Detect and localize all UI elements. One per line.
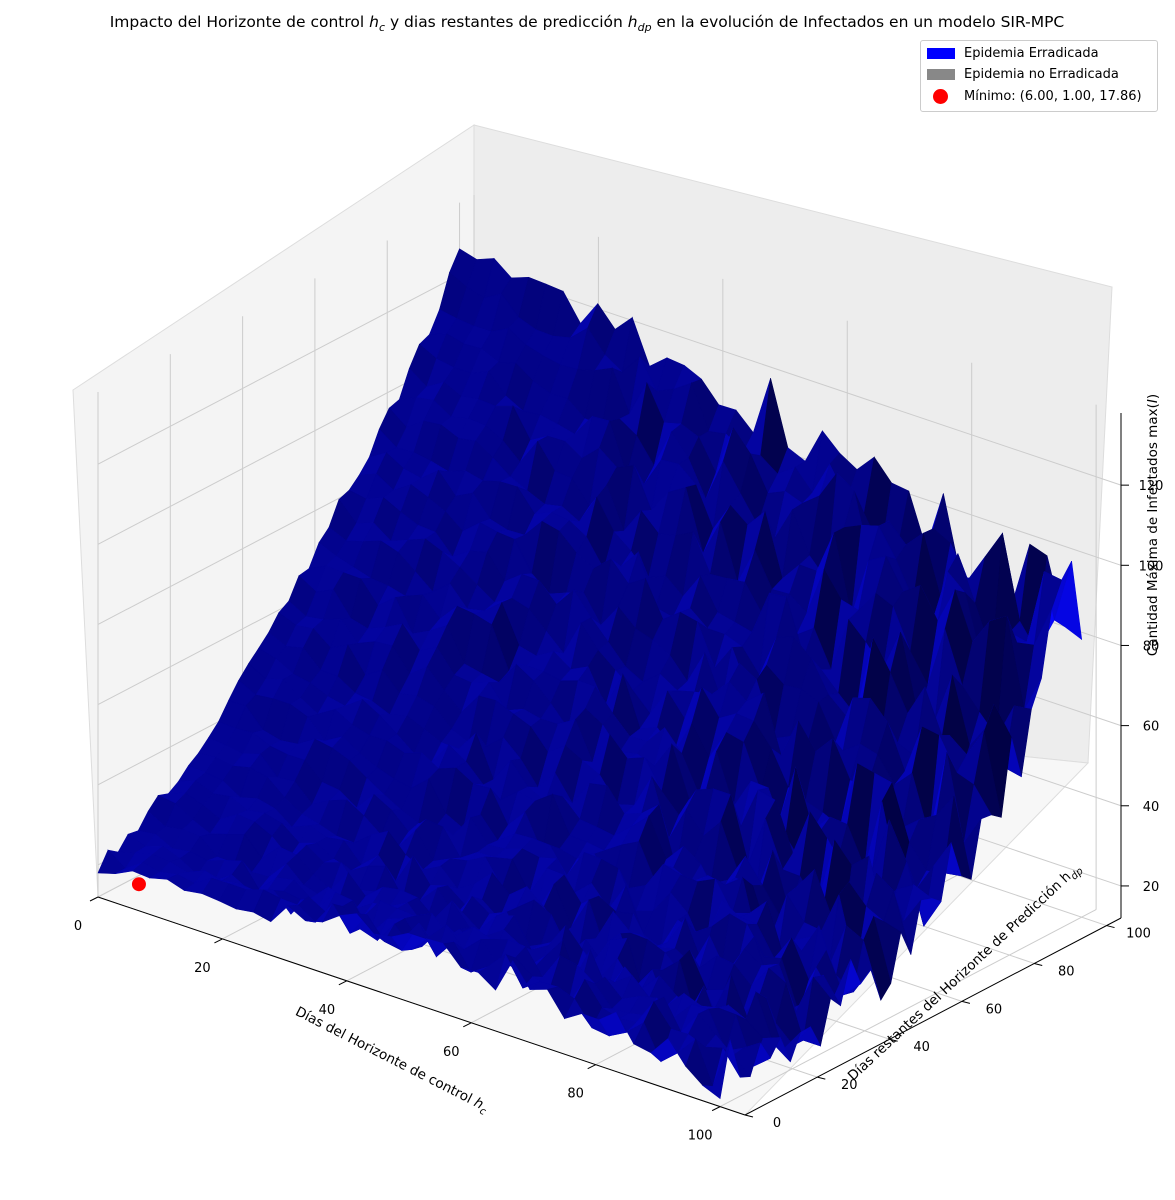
- grid-x-floor: [719, 909, 1097, 1108]
- z-tick-label: 100: [1139, 559, 1164, 574]
- x-tick-label: 60: [443, 1045, 460, 1060]
- minimum-marker: [131, 877, 146, 892]
- z-axis-label-var: I: [1145, 399, 1161, 403]
- z-tick-label: 60: [1143, 720, 1160, 735]
- x-tick-mark: [89, 896, 99, 902]
- x-tick-mark: [214, 938, 223, 944]
- y-tick-mark: [961, 1000, 971, 1004]
- x-axis-label-sub: c: [477, 1106, 487, 1119]
- x-tick-mark: [587, 1064, 596, 1070]
- z-tick-label: 80: [1143, 639, 1160, 654]
- legend: Epidemia Erradicada Epidemia no Erradica…: [920, 40, 1158, 112]
- z-tick-label: 120: [1139, 479, 1164, 494]
- title-part-b: y dias restantes de predicción: [385, 13, 628, 31]
- z-axis-label-end: ): [1145, 394, 1161, 399]
- title-hdp: h: [628, 13, 638, 31]
- x-tick-mark: [463, 1022, 472, 1028]
- x-tick-label: 20: [194, 961, 211, 976]
- surface-facet: [701, 1040, 731, 1100]
- legend-label-minimo: Mínimo: (6.00, 1.00, 17.86): [964, 89, 1142, 104]
- y-axis-line: [744, 917, 1122, 1116]
- legend-label-no-erradicada: Epidemia no Erradicada: [964, 67, 1119, 82]
- title-hc: h: [369, 13, 379, 31]
- y-tick-mark: [889, 1038, 898, 1042]
- grid-z-left: [97, 266, 475, 465]
- y-tick-label: 0: [773, 1116, 781, 1131]
- axes: [97, 413, 1122, 1116]
- y-tick-label: 100: [1126, 927, 1151, 942]
- chart-title: Impacto del Horizonte de control hc y di…: [110, 13, 1065, 34]
- y-tick-mark: [744, 1114, 754, 1118]
- z-axis-label: Cantidad Máxima de Infectados max(I): [1145, 394, 1161, 656]
- z-tick-label: 20: [1143, 880, 1160, 895]
- legend-swatch-erradicada: [927, 48, 955, 59]
- y-tick-label: 20: [841, 1078, 858, 1093]
- x-tick-label: 100: [688, 1129, 713, 1144]
- tick-labels: 0 20 40 60 80 100 0 20 40 60 80 100 20 40 60 80 100 120: [74, 479, 1164, 1143]
- x-axis-line: [97, 896, 746, 1116]
- y-tick-mark: [1106, 925, 1115, 929]
- z-tick-label: 40: [1143, 800, 1160, 815]
- y-tick-mark: [817, 1076, 826, 1080]
- y-tick-mark: [1034, 962, 1043, 966]
- legend-item-erradicada: Epidemia Erradicada: [921, 44, 1157, 64]
- y-tick-label: 40: [913, 1040, 930, 1055]
- x-tick-mark: [338, 980, 348, 986]
- legend-item-minimo: Mínimo: (6.00, 1.00, 17.86): [921, 87, 1157, 107]
- x-tick-label: 0: [74, 919, 82, 934]
- title-hdp-sub: dp: [638, 21, 652, 34]
- z-axis-label-main: Cantidad Máxima de Infectados max(: [1145, 403, 1161, 656]
- title-part-c: en la evolución de Infectados en un mode…: [652, 13, 1065, 31]
- x-axis-label: Días del Horizonte de control hc: [291, 1004, 491, 1119]
- legend-swatch-no-erradicada: [927, 69, 955, 80]
- y-tick-label: 80: [1058, 964, 1075, 979]
- title-part-a: Impacto del Horizonte de control: [110, 13, 369, 31]
- grid-z-back: [473, 266, 1122, 486]
- title-hc-sub: c: [379, 21, 385, 34]
- surface: [97, 248, 1083, 1100]
- x-tick-label: 80: [567, 1087, 584, 1102]
- x-tick-label: 40: [319, 1003, 336, 1018]
- x-tick-mark: [711, 1106, 721, 1112]
- y-tick-label: 60: [986, 1002, 1003, 1017]
- legend-item-no-erradicada: Epidemia no Erradicada: [921, 65, 1157, 85]
- legend-label-erradicada: Epidemia Erradicada: [964, 46, 1099, 61]
- legend-marker-minimo: [933, 89, 948, 104]
